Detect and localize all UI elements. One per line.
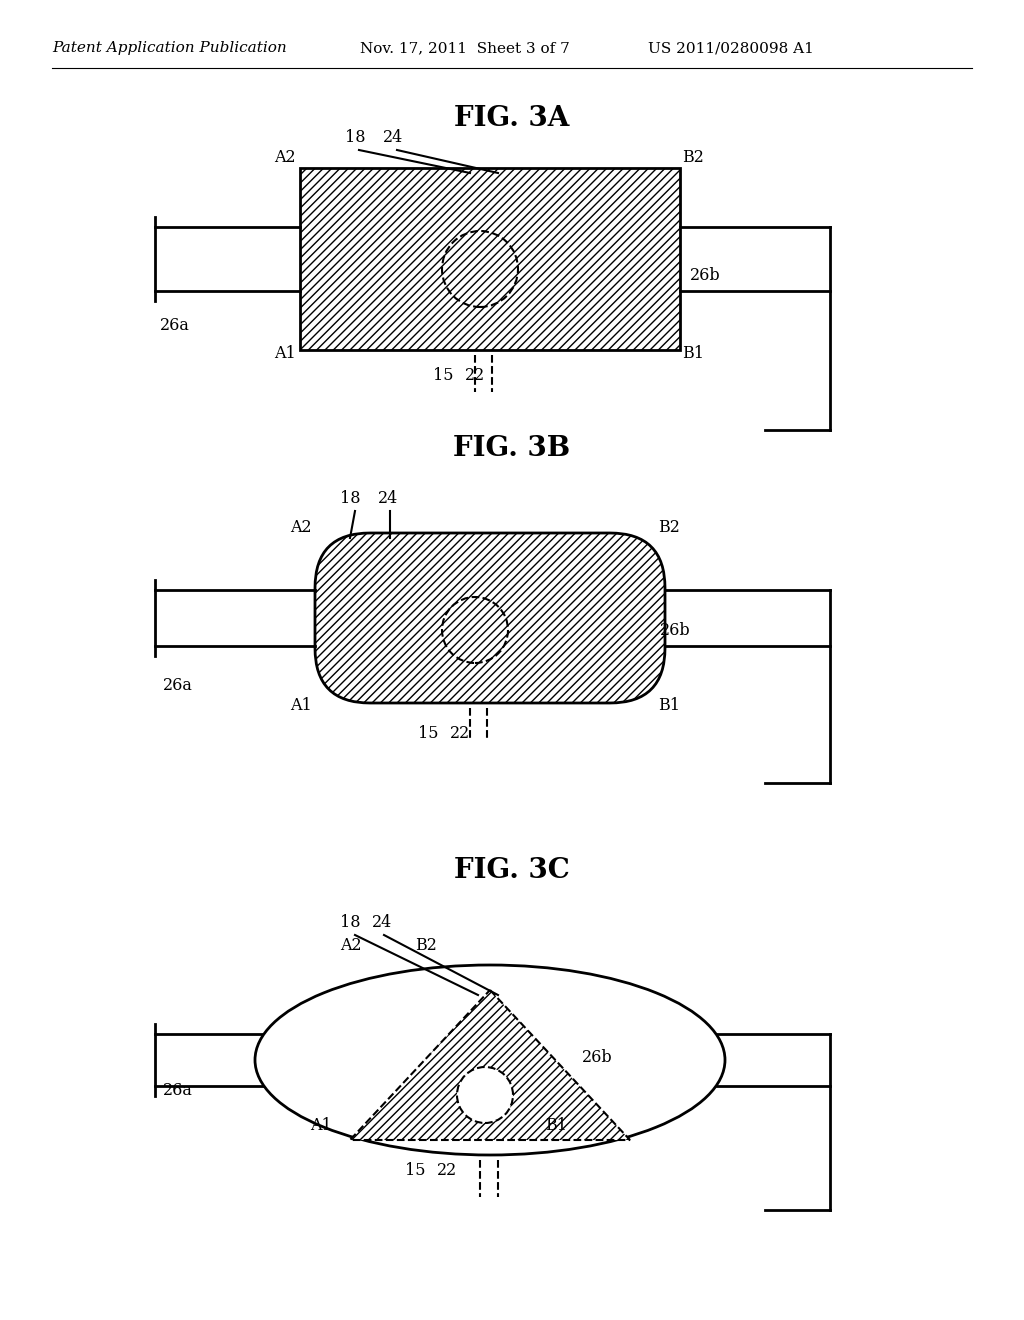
Text: B1: B1 <box>682 345 705 362</box>
Polygon shape <box>350 990 630 1140</box>
Text: B1: B1 <box>545 1117 567 1134</box>
Text: FIG. 3C: FIG. 3C <box>454 857 570 883</box>
Text: Nov. 17, 2011  Sheet 3 of 7: Nov. 17, 2011 Sheet 3 of 7 <box>360 41 569 55</box>
Text: 22: 22 <box>465 367 485 384</box>
Text: 15: 15 <box>418 725 438 742</box>
Text: 15: 15 <box>404 1162 425 1179</box>
FancyBboxPatch shape <box>315 533 665 704</box>
Text: B2: B2 <box>682 149 703 166</box>
Text: US 2011/0280098 A1: US 2011/0280098 A1 <box>648 41 814 55</box>
Text: B2: B2 <box>658 519 680 536</box>
Text: A1: A1 <box>310 1117 332 1134</box>
Text: B2: B2 <box>415 937 437 954</box>
Text: 18: 18 <box>345 129 366 147</box>
Text: 26a: 26a <box>163 1082 193 1100</box>
Text: A1: A1 <box>290 697 312 714</box>
Text: 24: 24 <box>383 129 403 147</box>
Text: 24: 24 <box>372 913 392 931</box>
Bar <box>300 168 680 350</box>
Text: A1: A1 <box>274 345 296 362</box>
Text: 26b: 26b <box>690 267 721 284</box>
Text: A2: A2 <box>291 519 312 536</box>
Text: FIG. 3B: FIG. 3B <box>454 434 570 462</box>
Text: Patent Application Publication: Patent Application Publication <box>52 41 287 55</box>
Text: B1: B1 <box>658 697 680 714</box>
Circle shape <box>457 1067 513 1123</box>
Text: A2: A2 <box>274 149 296 166</box>
Text: 26a: 26a <box>160 317 189 334</box>
Text: 22: 22 <box>437 1162 457 1179</box>
Text: 15: 15 <box>433 367 454 384</box>
Ellipse shape <box>255 965 725 1155</box>
Text: 26a: 26a <box>163 677 193 694</box>
Text: 22: 22 <box>450 725 470 742</box>
Text: A2: A2 <box>340 937 362 954</box>
Text: FIG. 3A: FIG. 3A <box>455 104 569 132</box>
Text: 24: 24 <box>378 490 398 507</box>
Text: 26b: 26b <box>582 1049 612 1067</box>
Text: 26b: 26b <box>660 622 690 639</box>
Text: 18: 18 <box>340 490 360 507</box>
Text: 18: 18 <box>340 913 360 931</box>
